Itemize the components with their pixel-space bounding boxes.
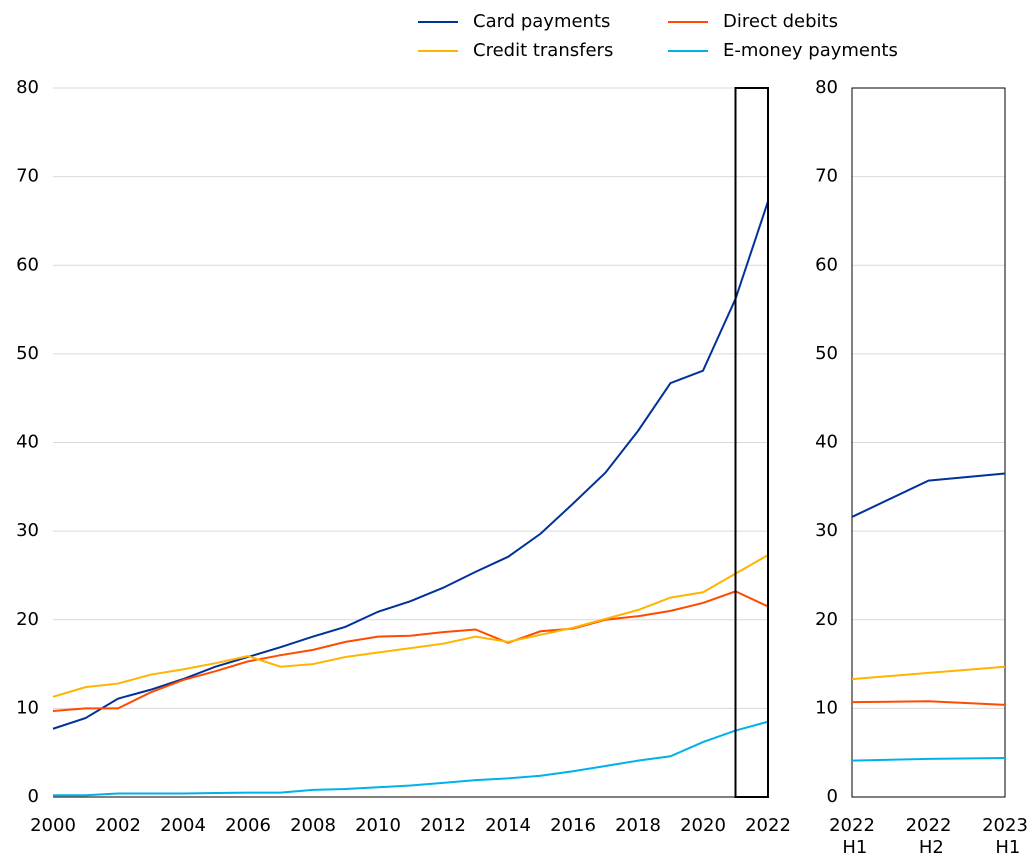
x-tick-label-line: H1: [990, 837, 1021, 854]
y-tick-label: 0: [827, 786, 838, 807]
series-line: [52, 590, 769, 713]
series-line: [851, 700, 1006, 706]
x-tick-label-line: 2023: [982, 815, 1028, 836]
y-tick-label: 0: [28, 786, 39, 807]
x-tick-label: 2022 H1: [829, 815, 875, 854]
series-line: [52, 554, 769, 698]
x-tick-label: 2022: [745, 815, 791, 836]
x-tick-label: 2004: [160, 815, 206, 836]
series-line: [52, 201, 769, 730]
y-tick-label: 20: [16, 609, 39, 630]
x-tick-label: 2018: [615, 815, 661, 836]
x-tick-label: 2020: [680, 815, 726, 836]
x-tick-label-line: 2022: [906, 815, 952, 836]
legend-label: Credit transfers: [473, 40, 613, 61]
series-line: [851, 665, 1006, 681]
panel-frame: [851, 87, 1006, 798]
y-tick-label: 40: [815, 432, 838, 453]
x-tick-label: 2014: [485, 815, 531, 836]
y-tick-label: 50: [16, 343, 39, 364]
x-tick-label-line: 2022: [829, 815, 875, 836]
x-tick-label: 2016: [550, 815, 596, 836]
legend-label: E-money payments: [723, 40, 898, 61]
x-tick-label: 2006: [225, 815, 271, 836]
y-tick-label: 70: [16, 166, 39, 187]
y-tick-label: 10: [16, 697, 39, 718]
x-tick-label: 2002: [95, 815, 141, 836]
y-tick-label: 30: [815, 520, 838, 541]
x-tick-label: 2010: [355, 815, 401, 836]
x-tick-label: 2012: [420, 815, 466, 836]
y-tick-label: 60: [16, 254, 39, 275]
y-tick-label: 20: [815, 609, 838, 630]
x-tick-label: 2000: [30, 815, 76, 836]
y-tick-label: 30: [16, 520, 39, 541]
x-tick-label-line: H1: [837, 837, 868, 854]
x-tick-label: 2023 H1: [982, 815, 1028, 854]
y-tick-label: 60: [815, 254, 838, 275]
y-tick-label: 70: [815, 166, 838, 187]
series-line: [851, 472, 1006, 518]
y-tick-label: 80: [16, 77, 39, 98]
series-line: [53, 720, 769, 797]
x-tick-label: 2008: [290, 815, 336, 836]
highlight-box: [734, 87, 769, 798]
x-tick-label-line: H2: [913, 837, 944, 854]
y-tick-label: 10: [815, 697, 838, 718]
y-tick-label: 50: [815, 343, 838, 364]
series-line: [851, 757, 1006, 762]
x-tick-label: 2022 H2: [906, 815, 952, 854]
legend-label: Card payments: [473, 11, 610, 32]
y-tick-label: 40: [16, 432, 39, 453]
y-tick-label: 80: [815, 77, 838, 98]
legend-label: Direct debits: [723, 11, 838, 32]
